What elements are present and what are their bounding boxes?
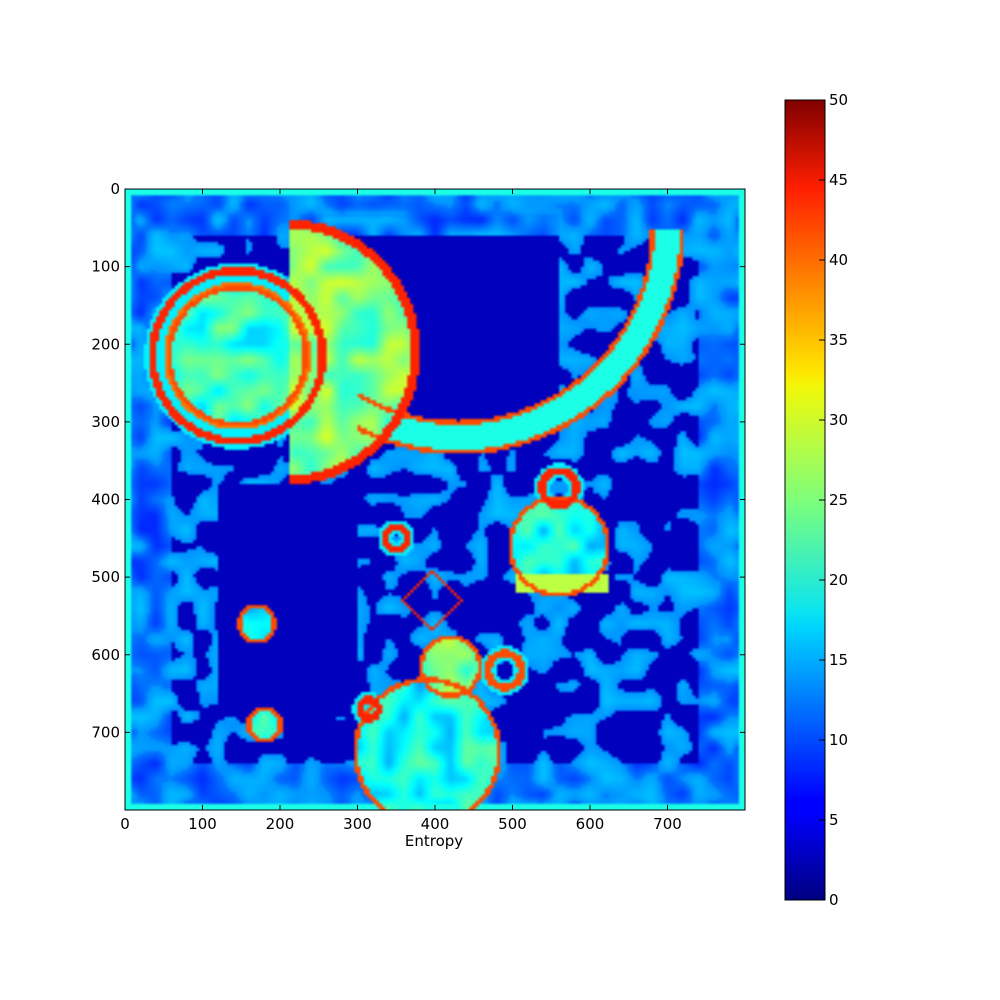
colorbar-tick-label: 5 xyxy=(829,811,839,829)
colorbar: 0 5 10 15 20 25 30 35 40 45 50 xyxy=(784,91,848,909)
entropy-heatmap xyxy=(125,189,745,810)
x-tick-label: 600 xyxy=(576,815,605,833)
y-tick-label: 200 xyxy=(91,335,120,353)
y-tick-label: 700 xyxy=(91,723,120,741)
x-tick-label: 400 xyxy=(421,815,450,833)
colorbar-gradient xyxy=(784,99,826,901)
x-tick-label: 500 xyxy=(498,815,527,833)
y-axis-ticks: 0 100 200 300 400 500 600 700 xyxy=(91,180,745,741)
colorbar-tick-label: 20 xyxy=(829,571,848,589)
colorbar-tick-label: 30 xyxy=(829,411,848,429)
colorbar-tick-label: 35 xyxy=(829,331,848,349)
colorbar-ticks: 0 5 10 15 20 25 30 35 40 45 50 xyxy=(819,91,848,909)
x-axis-label: Entropy xyxy=(405,832,463,850)
x-tick-label: 700 xyxy=(653,815,682,833)
colorbar-tick-label: 10 xyxy=(829,731,848,749)
colorbar-tick-label: 25 xyxy=(829,491,848,509)
x-tick-label: 0 xyxy=(120,815,130,833)
colorbar-tick-label: 40 xyxy=(829,251,848,269)
x-tick-label: 100 xyxy=(188,815,217,833)
y-tick-label: 600 xyxy=(91,646,120,664)
y-tick-label: 0 xyxy=(110,180,120,198)
x-axis-ticks: 0 100 200 300 400 500 600 700 xyxy=(120,189,682,833)
colorbar-tick-label: 15 xyxy=(829,651,848,669)
heatmap-plot: 0 100 200 300 400 500 600 700 0 100 200 300 400 500 6… xyxy=(91,180,746,850)
x-tick-label: 200 xyxy=(266,815,295,833)
y-tick-label: 500 xyxy=(91,568,120,586)
y-tick-label: 100 xyxy=(91,258,120,276)
x-tick-label: 300 xyxy=(343,815,372,833)
colorbar-tick-label: 50 xyxy=(829,91,848,109)
y-tick-label: 300 xyxy=(91,413,120,431)
colorbar-tick-label: 0 xyxy=(829,891,839,909)
y-tick-label: 400 xyxy=(91,491,120,509)
colorbar-tick-label: 45 xyxy=(829,171,848,189)
